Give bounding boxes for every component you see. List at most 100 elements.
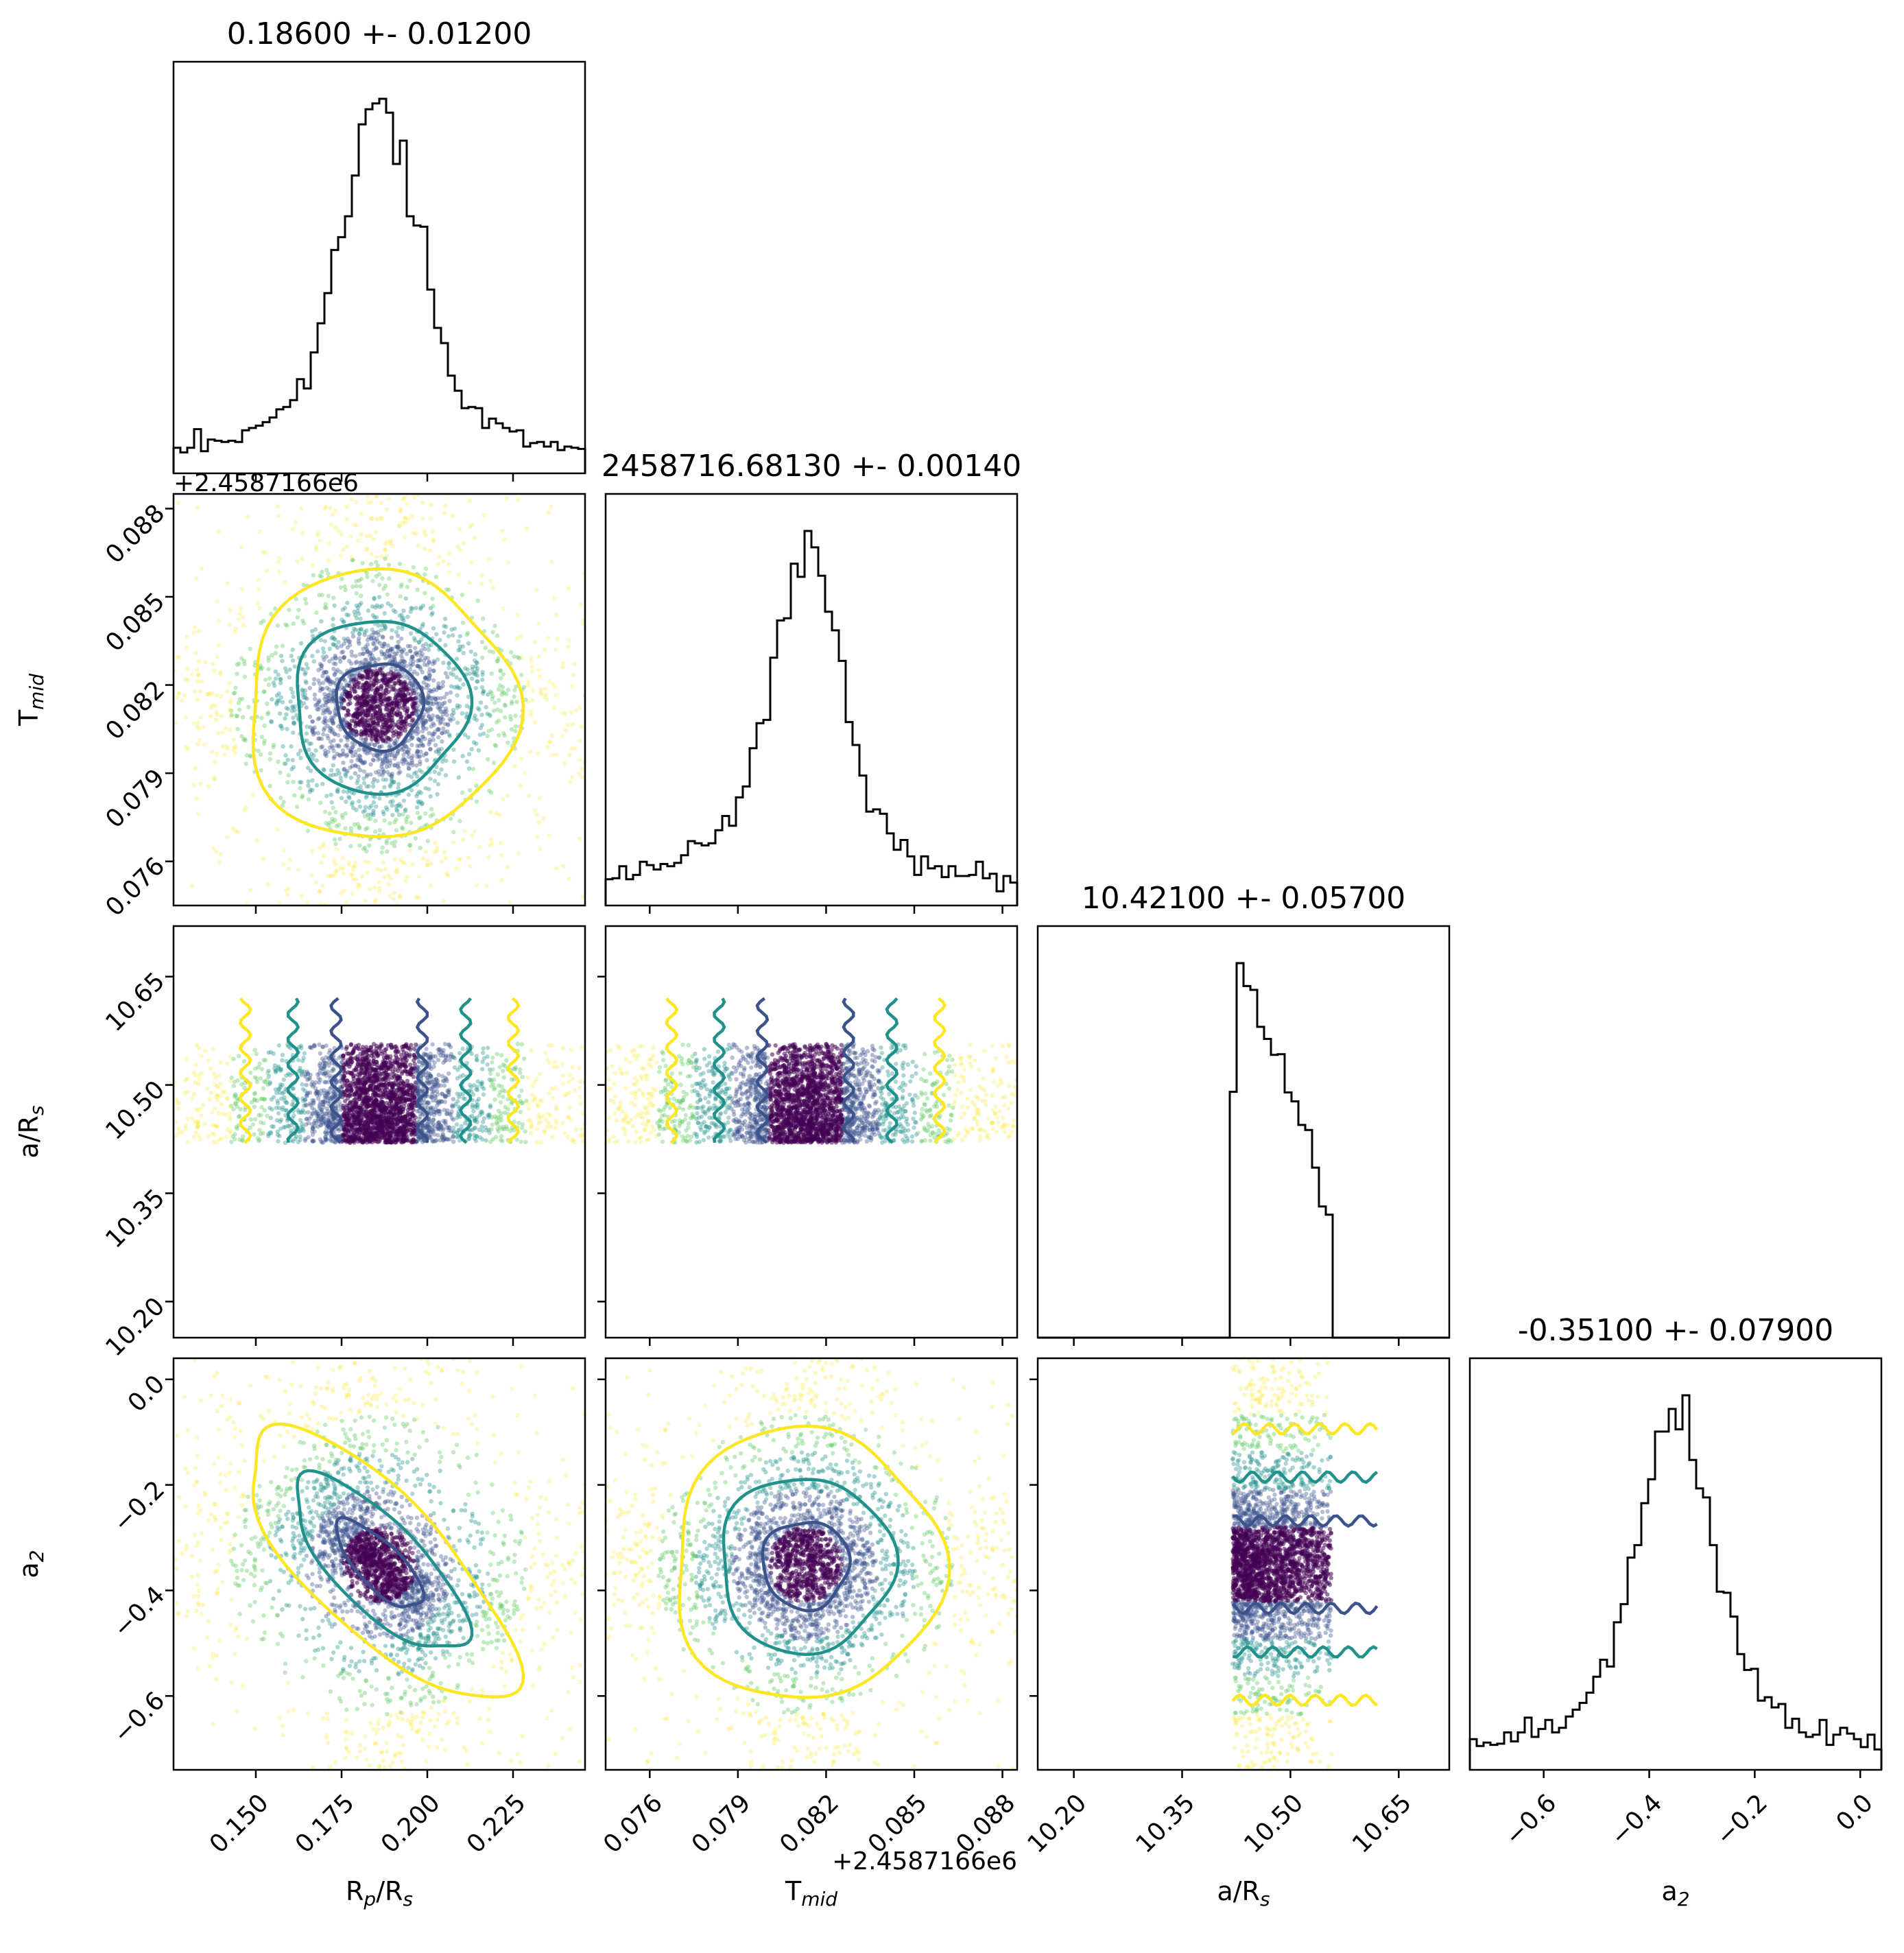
scatter-point	[241, 715, 246, 720]
scatter-point	[420, 743, 426, 748]
scatter-point	[368, 651, 373, 656]
scatter-point	[369, 636, 374, 641]
scatter-point	[487, 1112, 492, 1117]
scatter-point	[501, 1069, 505, 1074]
scatter-point	[279, 724, 284, 729]
scatter-point	[431, 661, 436, 666]
scatter-point	[321, 1104, 326, 1109]
scatter-point	[304, 601, 309, 606]
scatter-point	[554, 1085, 558, 1091]
scatter-point	[175, 654, 180, 659]
scatter-point	[369, 803, 374, 808]
scatter-point	[474, 799, 479, 804]
scatter-point	[375, 779, 380, 783]
scatter-point	[284, 670, 289, 674]
scatter-point	[211, 1123, 215, 1128]
scatter-point	[401, 812, 405, 817]
scatter-point	[545, 744, 550, 750]
scatter-point	[497, 812, 502, 818]
scatter-point	[395, 645, 400, 650]
scatter-point	[396, 748, 401, 753]
scatter-point	[355, 822, 361, 827]
scatter-point	[326, 693, 331, 698]
scatter-point	[368, 837, 372, 842]
scatter-point	[466, 1137, 471, 1141]
contour-line	[251, 567, 525, 839]
scatter-point	[277, 556, 282, 560]
scatter-point	[368, 762, 373, 767]
scatter-point	[438, 1125, 443, 1130]
scatter-point	[382, 547, 388, 552]
scatter-point	[560, 1045, 565, 1051]
scatter-point	[289, 767, 294, 772]
scatter-point	[358, 584, 363, 589]
contour-line	[335, 662, 426, 753]
scatter-point	[215, 1124, 220, 1129]
scatter-point	[440, 717, 446, 722]
scatter-point	[454, 656, 460, 661]
scatter-point	[212, 1082, 217, 1087]
scatter-point	[495, 1052, 499, 1056]
scatter-point	[554, 1118, 558, 1123]
scatter-point	[419, 648, 424, 653]
scatter-point	[312, 1043, 317, 1047]
scatter-point	[351, 685, 357, 689]
scatter-point	[497, 1065, 502, 1069]
scatter-point	[333, 732, 337, 737]
scatter-point	[501, 1094, 505, 1100]
scatter-point	[428, 1130, 433, 1135]
scatter-point	[333, 680, 337, 686]
scatter-point	[206, 691, 211, 696]
scatter-point	[413, 836, 418, 841]
scatter-point	[420, 624, 425, 628]
scatter-point	[381, 860, 386, 866]
scatter-point	[356, 538, 361, 543]
scatter-point	[396, 785, 401, 791]
scatter-point	[390, 646, 395, 651]
scatter-point	[553, 685, 558, 689]
scatter-point	[243, 761, 248, 766]
scatter-point	[443, 671, 448, 676]
histogram-line	[604, 530, 1019, 906]
scatter-point	[386, 881, 391, 887]
scatter-point	[322, 1067, 326, 1072]
scatter-point	[390, 779, 394, 783]
scatter-point	[371, 758, 376, 763]
scatter-point	[326, 558, 331, 563]
scatter-point	[481, 512, 487, 517]
scatter-point	[291, 779, 296, 785]
scatter-point	[364, 795, 368, 800]
scatter-point	[438, 716, 443, 722]
scatter-point	[400, 626, 405, 631]
scatter-point	[385, 770, 390, 774]
scatter-point	[447, 1125, 452, 1130]
scatter-point	[508, 717, 513, 722]
scatter-point	[310, 719, 315, 724]
scatter-point	[391, 779, 396, 785]
scatter-point	[262, 1108, 267, 1113]
scatter-point	[569, 710, 574, 715]
scatter-point	[266, 1131, 271, 1137]
scatter-point	[237, 1113, 242, 1119]
panel-frame	[172, 493, 586, 907]
scatter-point	[286, 886, 291, 891]
scatter-point	[385, 592, 390, 597]
scatter-point	[357, 632, 362, 637]
scatter-point	[327, 646, 332, 651]
scatter-point	[428, 689, 433, 694]
scatter-point	[290, 757, 295, 763]
scatter-point	[329, 522, 334, 528]
scatter-point	[390, 813, 395, 818]
scatter-point	[353, 673, 358, 678]
scatter-point	[249, 715, 254, 720]
scatter-point	[341, 855, 346, 860]
scatter-point	[374, 804, 379, 809]
scatter-point	[364, 646, 369, 651]
scatter-point	[467, 1136, 472, 1141]
scatter-point	[343, 772, 348, 777]
scatter-point	[486, 1045, 490, 1050]
scatter-point	[308, 768, 313, 773]
scatter-point	[209, 705, 214, 710]
scatter-point	[280, 1082, 285, 1087]
